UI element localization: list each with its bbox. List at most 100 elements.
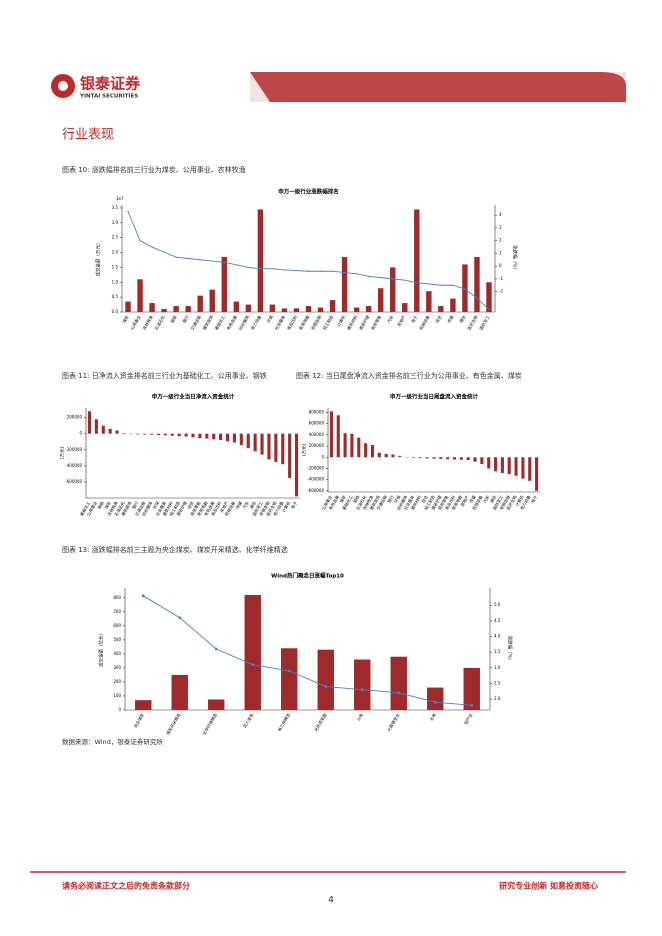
line-point: [397, 691, 401, 695]
bar: [246, 433, 250, 449]
x-tick-label: 基础化工: [213, 314, 226, 331]
x-tick-label: 汽车: [481, 494, 490, 504]
x-tick-label: 钢铁: [351, 494, 360, 504]
chart-title: Wind热门概念日涨幅Top10: [271, 572, 344, 580]
bar: [171, 674, 188, 710]
line-point: [356, 273, 358, 275]
x-tick-label: 央企煤炭: [132, 712, 145, 729]
bar: [486, 282, 492, 312]
caption: 图表 13: 涨跌幅排名前三主题为央企煤炭、煤炭开采精选、化学纤维精选: [62, 545, 288, 554]
line-point: [488, 308, 490, 311]
line-point: [295, 270, 298, 272]
bar: [219, 433, 223, 441]
line-point: [452, 284, 454, 286]
line-point: [199, 259, 201, 261]
y-axis-label: 成交金额（万元）: [95, 241, 102, 277]
bar: [163, 433, 167, 436]
line-point: [433, 700, 437, 704]
bar: [329, 411, 333, 458]
x-tick-label: 水电: [428, 712, 437, 722]
y-tick-label: 0: [118, 707, 121, 712]
x-tick-label: 煤炭: [338, 494, 347, 504]
caption: 图表 10: 涨跌幅排名前三行业为煤炭、公用事业、农林牧渔: [62, 165, 246, 174]
bar: [377, 288, 384, 312]
bar: [414, 209, 420, 312]
y-tick-label: 200000: [67, 415, 83, 420]
bar: [125, 301, 131, 312]
line-point: [416, 282, 418, 284]
y2-tick-label: 2.5: [494, 680, 501, 685]
bar: [390, 267, 396, 312]
bar: [94, 419, 98, 434]
bar: [149, 303, 155, 312]
y-tick-label: 0: [321, 454, 324, 459]
caption: 图表 12: 当日尾盘净流入资金排名前三行业为公用事业、有色金属、煤炭: [296, 371, 522, 380]
bar: [432, 457, 436, 459]
bar: [294, 433, 299, 497]
y-tick-label: -200000: [65, 447, 82, 452]
bar: [281, 433, 285, 465]
line-point: [368, 275, 370, 277]
bar: [198, 433, 202, 439]
bar: [317, 307, 324, 312]
y-tick-label: 600: [113, 623, 121, 628]
y-tick-label: -600000: [65, 479, 82, 484]
bar: [212, 433, 216, 440]
line-point: [287, 669, 291, 673]
y-tick-label: -400000: [65, 463, 82, 468]
footer-slogan: 研究专业创新 如意投资随心: [499, 881, 598, 891]
bar: [173, 306, 179, 312]
bar: [281, 308, 288, 312]
chart-title: 申万一级行业当日净流入资金统计: [152, 393, 235, 401]
bar: [232, 433, 236, 443]
x-tick-label: 计算机: [280, 500, 291, 513]
x-tick-label: 农林牧渔: [141, 314, 154, 331]
x-tick-label: 电力用精选: [276, 712, 291, 732]
bar: [260, 433, 264, 455]
bar: [185, 306, 191, 312]
y-tick-label: -200000: [307, 465, 324, 470]
header-banner-red: [250, 72, 626, 102]
x-tick-label: 传媒: [445, 314, 454, 324]
x-tick-label: 银行: [386, 494, 395, 504]
y-tick-label: 3.0: [112, 220, 119, 225]
line-point: [476, 297, 478, 299]
x-tick-label: 环保: [392, 494, 401, 504]
bar: [101, 425, 105, 434]
x-tick-label: 煤炭: [121, 314, 130, 324]
y2-tick-label: 3: [499, 225, 502, 230]
x-tick-label: 煤炭开采精选: [164, 712, 181, 736]
bar: [514, 457, 518, 476]
x-tick-label: 交通运输: [189, 314, 202, 331]
x-tick-label: 化学纤维精选: [201, 712, 218, 736]
bar: [274, 433, 278, 462]
bar: [233, 301, 240, 312]
bar: [209, 289, 215, 312]
bar: [343, 433, 347, 458]
bar: [208, 699, 225, 710]
x-tick-label: 银行: [130, 500, 139, 510]
y-tick-label: 800: [113, 595, 121, 600]
x-tick-label: 电子: [529, 494, 538, 504]
y2-tick-label: -2: [499, 289, 503, 294]
x-tick-label: 房地产: [218, 500, 229, 513]
bar: [288, 433, 292, 478]
y-tick-label: 400: [113, 651, 121, 656]
chart-title: 申万一级行业当日尾盘流入资金统计: [390, 393, 479, 401]
bar: [391, 454, 395, 458]
line-point: [178, 616, 182, 620]
y-tick-label: 800000: [309, 409, 325, 414]
bar: [487, 457, 491, 469]
bar: [438, 306, 444, 312]
bar: [473, 457, 477, 462]
bar: [480, 457, 484, 464]
y2-tick-label: -1: [499, 276, 503, 281]
logo-icon: [51, 74, 75, 98]
bar: [87, 411, 92, 434]
x-tick-label: 国防军工: [478, 314, 491, 331]
y2-axis-label: 涨跌幅（%）: [512, 245, 519, 272]
x-tick-label: 大数据安全: [385, 712, 400, 732]
y-tick-label: 600000: [309, 421, 325, 426]
bar: [135, 700, 152, 710]
x-tick-label: 商贸零售: [369, 314, 382, 331]
